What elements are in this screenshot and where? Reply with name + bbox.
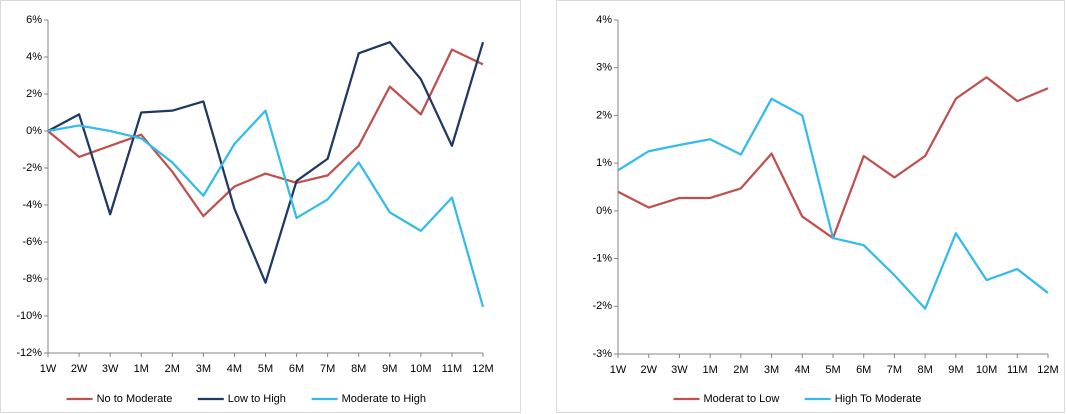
x-tick-label: 3M bbox=[196, 363, 211, 375]
chart-frame bbox=[556, 0, 1065, 413]
x-tick-label: 10M bbox=[976, 364, 997, 376]
y-tick-label: -6% bbox=[22, 236, 42, 248]
x-tick-label: 2W bbox=[71, 363, 88, 375]
x-tick-label: 6M bbox=[289, 363, 304, 375]
y-tick-label: -1% bbox=[592, 252, 612, 264]
y-tick-label: 0% bbox=[596, 205, 612, 217]
line-series bbox=[47, 109, 485, 308]
x-tick-label: 5M bbox=[825, 364, 840, 376]
y-tick-label: 4% bbox=[596, 14, 612, 26]
y-tick-label: 0% bbox=[26, 125, 42, 137]
x-tick-label: 3W bbox=[671, 364, 688, 376]
line-series bbox=[47, 48, 484, 218]
legend-label: Low to High bbox=[228, 393, 286, 405]
y-tick-label: 2% bbox=[26, 88, 42, 100]
x-tick-label: 1W bbox=[610, 364, 627, 376]
legend-label: High To Moderate bbox=[835, 393, 922, 405]
x-tick-label: 9M bbox=[382, 363, 397, 375]
x-tick-label: 2M bbox=[733, 364, 748, 376]
x-tick-label: 12M bbox=[472, 363, 493, 375]
legend-label: Moderat to Low bbox=[704, 393, 780, 405]
y-tick-label: 4% bbox=[26, 51, 42, 63]
x-tick-label: 5M bbox=[258, 363, 273, 375]
x-tick-label: 1W bbox=[40, 363, 57, 375]
y-tick-label: -4% bbox=[22, 199, 42, 211]
x-tick-label: 2M bbox=[165, 363, 180, 375]
y-tick-label: -10% bbox=[16, 310, 42, 322]
y-tick-label: 3% bbox=[596, 62, 612, 74]
x-tick-label: 1M bbox=[703, 364, 718, 376]
chart-frame bbox=[0, 0, 521, 413]
y-tick-label: -8% bbox=[22, 273, 42, 285]
x-tick-label: 6M bbox=[856, 364, 871, 376]
y-tick-label: -3% bbox=[592, 348, 612, 360]
y-tick-label: 1% bbox=[596, 157, 612, 169]
x-tick-label: 11M bbox=[1007, 364, 1028, 376]
line-series bbox=[617, 97, 1049, 310]
x-tick-label: 1M bbox=[134, 363, 149, 375]
legend-label: Moderate to High bbox=[342, 393, 426, 405]
x-tick-label: 9M bbox=[948, 364, 963, 376]
x-tick-label: 10M bbox=[410, 363, 431, 375]
x-tick-label: 12M bbox=[1037, 364, 1058, 376]
x-tick-label: 2W bbox=[640, 364, 657, 376]
legend-label: No to Moderate bbox=[97, 393, 173, 405]
x-tick-label: 3W bbox=[102, 363, 119, 375]
line-series bbox=[47, 41, 485, 284]
x-tick-label: 4M bbox=[227, 363, 242, 375]
y-tick-label: -2% bbox=[22, 162, 42, 174]
x-tick-label: 7M bbox=[887, 364, 902, 376]
x-tick-label: 8M bbox=[351, 363, 366, 375]
y-tick-label: -2% bbox=[592, 300, 612, 312]
y-tick-label: 2% bbox=[596, 109, 612, 121]
y-tick-label: 6% bbox=[26, 14, 42, 26]
x-tick-label: 11M bbox=[442, 363, 463, 375]
x-tick-label: 3M bbox=[764, 364, 779, 376]
x-tick-label: 4M bbox=[795, 364, 810, 376]
x-tick-label: 8M bbox=[918, 364, 933, 376]
x-tick-label: 7M bbox=[320, 363, 335, 375]
y-tick-label: -12% bbox=[16, 347, 42, 359]
